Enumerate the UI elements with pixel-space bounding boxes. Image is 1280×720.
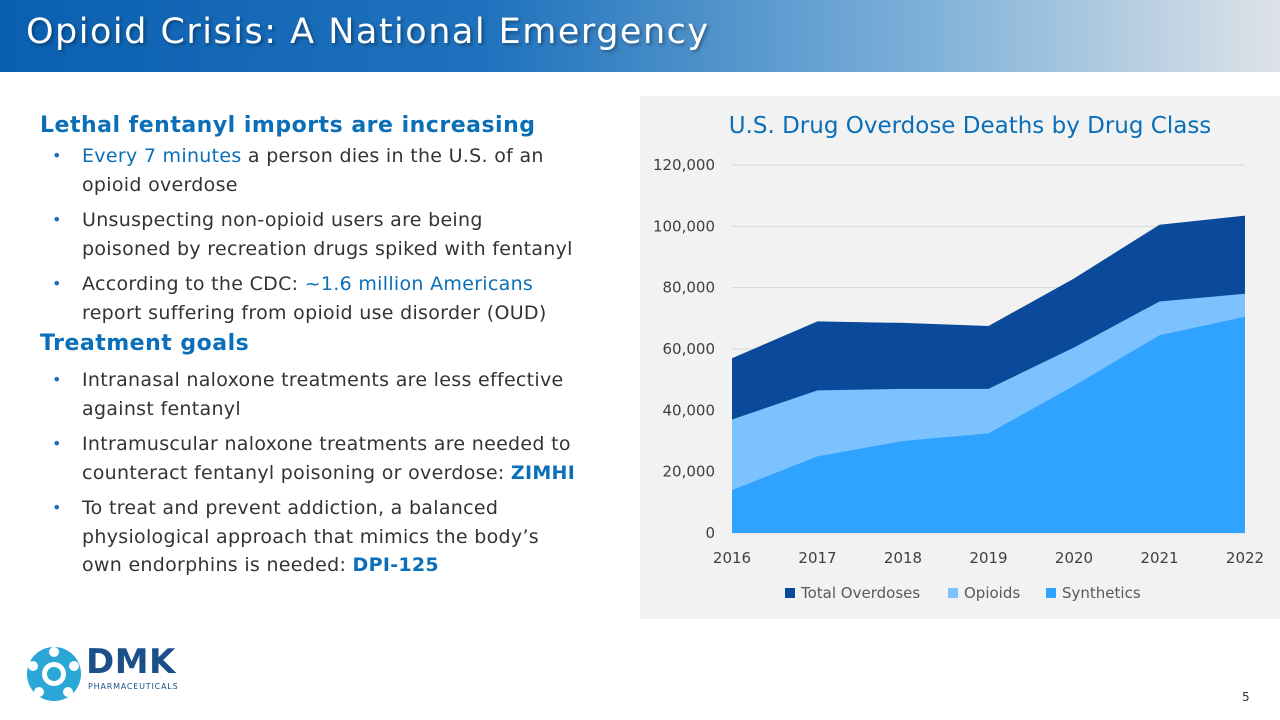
y-tick-label: 20,000 (663, 463, 716, 481)
page-number: 5 (1242, 690, 1250, 704)
bullet-text: against fentanyl (82, 397, 241, 420)
area-synthetics (732, 316, 1245, 533)
x-tick-label: 2019 (969, 549, 1007, 567)
bullet-unsuspecting-users: Unsuspecting non-opioid users are being … (40, 206, 620, 263)
bullet-every-7-minutes: Every 7 minutes a person dies in the U.S… (40, 142, 620, 199)
bullet-text: Intramuscular naloxone treatments are ne… (82, 433, 571, 455)
y-tick-label: 0 (705, 524, 715, 542)
legend-total-overdoses-swatch (785, 588, 795, 598)
heading-treatment-goals: Treatment goals (40, 331, 250, 356)
highlight-dpi-125: DPI-125 (352, 554, 439, 576)
x-tick-label: 2016 (713, 549, 751, 567)
highlight-zimhi: ZIMHI (510, 461, 576, 484)
y-tick-label: 80,000 (663, 279, 716, 297)
chart-panel: U.S. Drug Overdose Deaths by Drug Class 0… (640, 96, 1280, 619)
bullet-text: own endorphins is needed: (82, 554, 353, 576)
x-tick-label: 2022 (1226, 549, 1264, 567)
title-bar: Opioid Crisis: A National Emergency (0, 0, 1280, 72)
bullet-intranasal: Intranasal naloxone treatments are less … (40, 366, 620, 423)
legend-total-overdoses-label: Total Overdoses (800, 584, 920, 602)
y-tick-label: 40,000 (663, 401, 716, 419)
bullet-list-1: Every 7 minutes a person dies in the U.S… (40, 142, 620, 327)
y-tick-label: 120,000 (653, 156, 715, 174)
y-tick-label: 100,000 (653, 217, 715, 235)
legend-synthetics-swatch (1046, 588, 1056, 598)
logo-subtitle: PHARMACEUTICALS (88, 682, 179, 691)
overdose-area-chart: U.S. Drug Overdose Deaths by Drug Class 0… (653, 113, 1264, 602)
bullet-text: To treat and prevent addiction, a balanc… (82, 497, 499, 519)
slide-title: Opioid Crisis: A National Emergency (26, 12, 710, 52)
x-tick-label: 2020 (1055, 549, 1093, 567)
logo-name: DMK (86, 642, 176, 682)
highlight-1-6-million: ~1.6 million Americans (304, 273, 534, 295)
bullet-text: poisoned by recreation drugs spiked with… (82, 237, 573, 260)
bullet-balanced-approach: To treat and prevent addiction, a balanc… (40, 494, 620, 580)
dmk-logo: DMK PHARMACEUTICALS (24, 640, 184, 704)
bullet-cdc: According to the CDC: ~1.6 million Ameri… (40, 270, 620, 327)
dmk-logo-icon (27, 647, 81, 701)
bullet-text: Intranasal naloxone treatments are less … (82, 369, 564, 391)
legend-synthetics-label: Synthetics (1062, 584, 1141, 602)
highlight-every-7-minutes: Every 7 minutes (82, 145, 242, 167)
text-column: Lethal fentanyl imports are increasing E… (40, 110, 620, 587)
x-tick-label: 2017 (798, 549, 836, 567)
bullet-text: a person dies in the U.S. of an (241, 145, 544, 167)
heading-fentanyl: Lethal fentanyl imports are increasing (40, 113, 536, 138)
chart-title: U.S. Drug Overdose Deaths by Drug Class (729, 113, 1212, 139)
y-tick-label: 60,000 (663, 340, 716, 358)
legend-opioids-swatch (948, 588, 958, 598)
x-tick-label: 2018 (884, 549, 922, 567)
bullet-text: physiological approach that mimics the b… (82, 525, 539, 548)
bullet-list-2: Intranasal naloxone treatments are less … (40, 366, 620, 580)
x-tick-label: 2021 (1140, 549, 1178, 567)
bullet-text: Unsuspecting non-opioid users are being (82, 209, 483, 231)
bullet-text: report suffering from opioid use disorde… (82, 301, 547, 324)
bullet-text: counteract fentanyl poisoning or overdos… (82, 461, 511, 484)
bullet-text: opioid overdose (82, 173, 238, 196)
legend-opioids-label: Opioids (964, 584, 1020, 602)
bullet-text: According to the CDC: (82, 273, 305, 295)
bullet-intramuscular: Intramuscular naloxone treatments are ne… (40, 430, 620, 487)
